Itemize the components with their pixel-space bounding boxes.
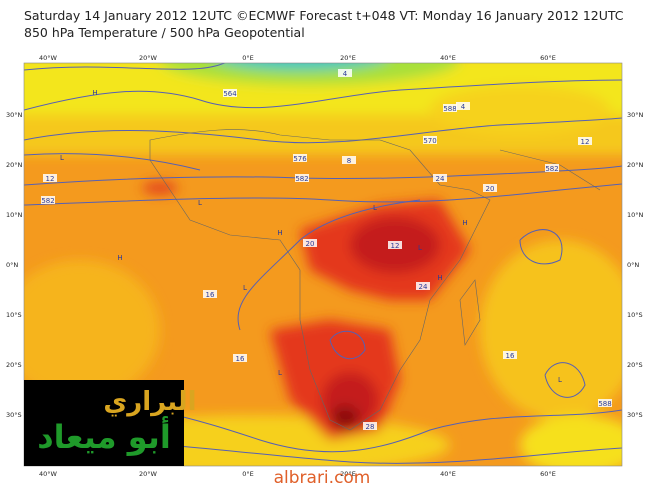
lon-label-top: 20°E — [340, 54, 356, 62]
pressure-center: L — [418, 244, 422, 252]
lat-label: 0°N — [6, 261, 18, 269]
contour-label-bg — [483, 184, 497, 192]
lat-label: 20°S — [6, 361, 22, 369]
contour-label: 4 — [343, 70, 348, 78]
contour-label-bg — [293, 154, 307, 162]
contour-label-bg — [342, 156, 356, 164]
lat-label-right: 10°N — [627, 211, 644, 219]
lon-label: 40°W — [39, 470, 58, 478]
lon-label: 60°E — [540, 470, 556, 478]
lat-label: 10°S — [6, 311, 22, 319]
lon-label: 20°W — [139, 470, 158, 478]
contour-label: 16 — [506, 352, 515, 360]
map-frame — [23, 62, 623, 467]
lat-label-right: 20°N — [627, 161, 644, 169]
contour-label: 16 — [206, 291, 215, 299]
logo-line2: أبو ميعاد — [37, 416, 171, 456]
lon-label-top: 40°E — [440, 54, 456, 62]
contour-label: 20 — [306, 240, 315, 248]
contour-label: 588 — [443, 105, 456, 113]
title: Saturday 14 January 2012 12UTC ©ECMWF Fo… — [24, 8, 624, 23]
contour-label-bg — [43, 174, 57, 182]
watermark: albrari.com — [274, 468, 371, 487]
contour-label-bg — [503, 351, 517, 359]
axes: 40°W 40°W 20°W 20°W 0°E 0°E 20°E 20°E 40°E 40°E 60… — [6, 54, 644, 478]
coastlines — [149, 129, 601, 431]
contour-label: 570 — [423, 137, 436, 145]
lon-label: 40°E — [440, 470, 456, 478]
lon-label: 0°E — [242, 470, 254, 478]
contour-label: 582 — [545, 165, 558, 173]
lat-label: 30°S — [6, 411, 22, 419]
lat-label: 20°N — [6, 161, 23, 169]
contour-label: 8 — [347, 157, 351, 165]
contour-label: 4 — [461, 103, 466, 111]
lat-label-right: 20°S — [627, 361, 643, 369]
contour-label-bg — [423, 136, 437, 144]
contour-label-bg — [598, 399, 612, 407]
lon-label-top: 60°E — [540, 54, 556, 62]
pressure-center: H — [92, 89, 97, 97]
contour-label: 24 — [436, 175, 445, 183]
contour-label-bg — [233, 354, 247, 362]
contour-label-bg — [363, 422, 377, 430]
contour-label: 576 — [293, 155, 307, 163]
lon-label-top: 20°W — [139, 54, 158, 62]
pressure-center: L — [373, 204, 377, 212]
contour-label-bg — [545, 164, 559, 172]
lat-label-right: 0°N — [627, 261, 639, 269]
contour-label-bg — [443, 104, 457, 112]
contour-label-bg — [223, 89, 237, 97]
lat-label-right: 30°N — [627, 111, 644, 119]
contour-label-bg — [416, 282, 430, 290]
lon-label-top: 40°W — [39, 54, 58, 62]
lat-label-right: 10°S — [627, 311, 643, 319]
pressure-center: L — [198, 199, 202, 207]
pressure-center: L — [278, 369, 282, 377]
logo-box — [24, 380, 184, 466]
contour-label: 20 — [486, 185, 495, 193]
lon-label-top: 0°E — [242, 54, 254, 62]
contour-label: 564 — [223, 90, 237, 98]
logo-line1: البراري — [103, 387, 196, 417]
contour-label-bg — [41, 196, 55, 204]
contour-label-bg — [388, 241, 402, 249]
contour-label-bg — [433, 174, 447, 182]
lat-label-right: 30°S — [627, 411, 643, 419]
contour-label: 12 — [46, 175, 55, 183]
pressure-center: H — [437, 274, 442, 282]
lon-label: 20°E — [340, 470, 356, 478]
contour-label: 582 — [295, 175, 308, 183]
pressure-center: L — [60, 154, 64, 162]
contour-label-bg — [203, 290, 217, 298]
lat-label: 30°N — [6, 111, 23, 119]
contour-label-bg — [456, 102, 470, 110]
contour-label: 24 — [419, 283, 428, 291]
contour-label: 12 — [391, 242, 400, 250]
pressure-center: H — [277, 229, 282, 237]
contour-labels: 576 582 582 564 570 588 12 12 16 16 16 20 20 24 24 28 8 4… — [41, 69, 612, 431]
contour-label-bg — [338, 69, 352, 77]
contour-label: 12 — [581, 138, 590, 146]
pressure-center: H — [462, 219, 467, 227]
contour-label: 588 — [598, 400, 611, 408]
contour-label-bg — [303, 239, 317, 247]
contour-label: 16 — [236, 355, 245, 363]
pressure-center: H — [117, 254, 122, 262]
lat-label: 10°N — [6, 211, 23, 219]
pressure-center: L — [558, 376, 562, 384]
contour-label: 28 — [366, 423, 375, 431]
subtitle: 850 hPa Temperature / 500 hPa Geopotenti… — [24, 25, 305, 40]
contour-label-bg — [295, 174, 309, 182]
contour-label-bg — [578, 137, 592, 145]
map-field — [24, 63, 622, 466]
contour-label: 582 — [41, 197, 54, 205]
pressure-center: L — [243, 284, 247, 292]
